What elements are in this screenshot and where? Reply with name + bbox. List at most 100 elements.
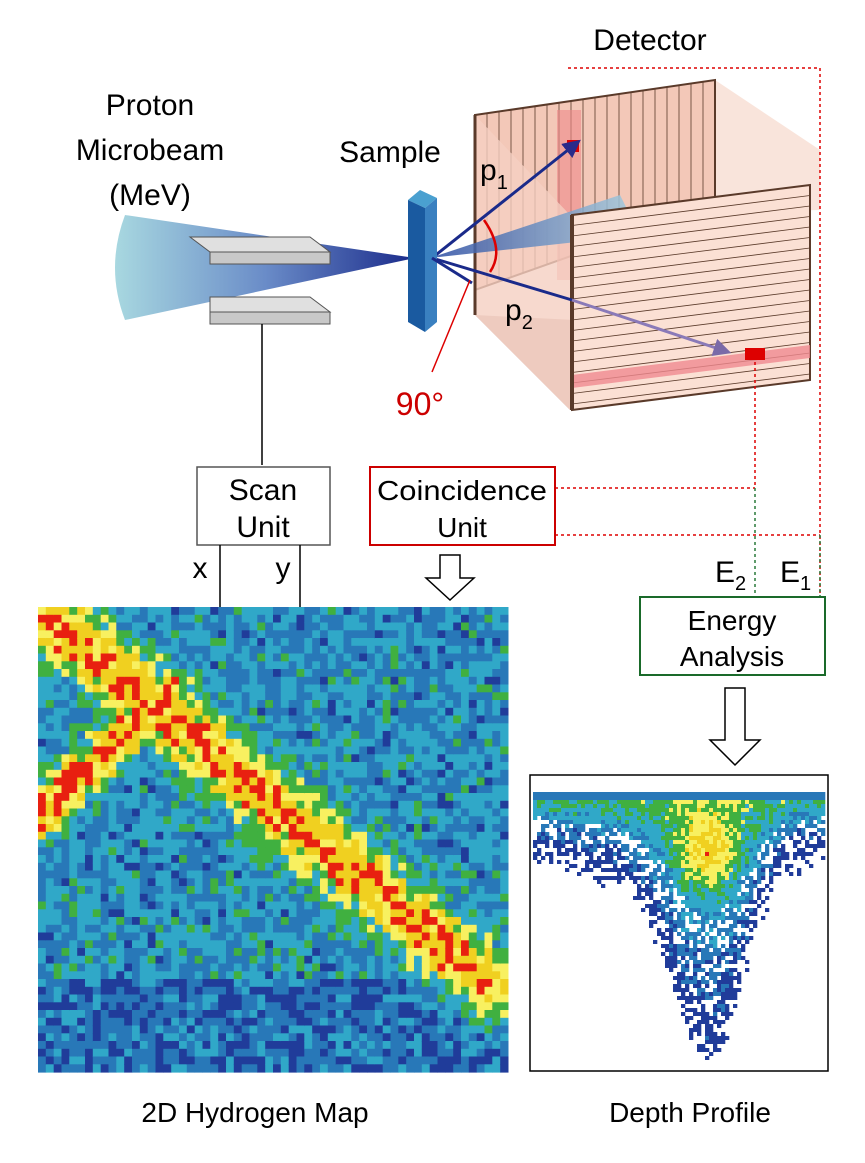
map-pixel (406, 638, 415, 647)
profile-pixel (669, 944, 674, 948)
map-pixel (69, 1017, 78, 1027)
map-pixel (155, 700, 164, 709)
profile-pixel (685, 912, 690, 916)
map-pixel (163, 1056, 172, 1065)
map-pixel (320, 901, 329, 910)
map-pixel (468, 707, 478, 717)
profile-pixel (597, 816, 602, 820)
map-pixel (38, 1056, 47, 1065)
map-pixel (132, 638, 141, 647)
map-pixel (38, 955, 47, 965)
map-pixel (468, 878, 478, 887)
map-pixel (233, 979, 243, 988)
map-pixel (210, 831, 219, 841)
map-pixel (359, 692, 368, 701)
map-pixel (468, 948, 478, 957)
profile-pixel (681, 996, 686, 1000)
profile-pixel (661, 876, 666, 880)
map-pixel (453, 940, 462, 949)
map-pixel (288, 862, 297, 872)
map-pixel (194, 886, 203, 895)
profile-pixel (677, 952, 682, 956)
profile-pixel (697, 1000, 702, 1004)
profile-pixel (697, 1024, 702, 1028)
profile-pixel (581, 868, 586, 872)
map-pixel (296, 870, 305, 879)
map-pixel (500, 738, 509, 748)
map-pixel (257, 700, 266, 709)
profile-pixel (589, 860, 594, 864)
map-pixel (437, 622, 446, 631)
profile-pixel (709, 808, 714, 812)
map-pixel (273, 754, 282, 763)
map-pixel (226, 839, 235, 848)
map-pixel (85, 800, 94, 810)
map-pixel (241, 824, 250, 833)
profile-pixel (705, 948, 710, 952)
map-pixel (226, 638, 235, 647)
map-pixel (468, 769, 478, 779)
map-pixel (421, 1033, 431, 1042)
map-pixel (327, 622, 337, 631)
profile-pixel (613, 804, 618, 808)
map-pixel (500, 917, 509, 926)
profile-pixel (549, 796, 554, 800)
map-pixel (92, 723, 102, 732)
map-pixel (179, 878, 188, 887)
profile-pixel (589, 828, 594, 832)
map-pixel (202, 638, 211, 647)
map-pixel (421, 986, 431, 996)
map-pixel (226, 893, 235, 903)
profile-pixel (677, 976, 682, 980)
map-pixel (116, 924, 125, 934)
map-pixel (233, 824, 243, 833)
map-pixel (265, 986, 274, 996)
map-pixel (108, 762, 117, 771)
profile-pixel (689, 896, 694, 900)
map-pixel (351, 653, 360, 662)
profile-pixel (701, 912, 706, 916)
map-pixel (218, 622, 227, 631)
strip (571, 289, 811, 321)
profile-pixel (597, 808, 602, 812)
map-pixel (343, 886, 352, 895)
map-pixel (398, 630, 407, 639)
map-pixel (202, 785, 211, 794)
map-pixel (38, 661, 47, 670)
map-pixel (147, 769, 156, 779)
map-pixel (45, 762, 55, 771)
scan-unit-label: Scan (229, 474, 297, 507)
map-pixel (359, 622, 368, 631)
map-pixel (437, 994, 446, 1003)
map-pixel (343, 824, 352, 833)
map-pixel (288, 816, 297, 825)
map-pixel (116, 994, 125, 1003)
map-pixel (249, 955, 258, 965)
profile-pixel (689, 856, 694, 860)
map-pixel (132, 839, 141, 848)
p1-sub: 1 (497, 172, 508, 194)
profile-pixel (661, 836, 666, 840)
profile-pixel (545, 824, 550, 828)
profile-pixel (557, 852, 562, 856)
profile-pixel (605, 876, 610, 880)
map-pixel (476, 971, 485, 980)
profile-pixel (701, 916, 706, 920)
map-pixel (382, 948, 391, 957)
map-pixel (38, 979, 47, 988)
hydrogen-map (38, 607, 509, 1073)
map-pixel (69, 723, 78, 732)
map-pixel (343, 1017, 352, 1027)
profile-pixel (581, 804, 586, 808)
map-pixel (468, 676, 478, 686)
map-pixel (304, 932, 313, 941)
profile-pixel (633, 820, 638, 824)
map-pixel (124, 839, 133, 848)
profile-pixel (645, 800, 650, 804)
profile-pixel (693, 840, 698, 844)
map-pixel (367, 940, 376, 949)
map-pixel (186, 979, 196, 988)
map-pixel (367, 886, 376, 895)
profile-pixel (665, 876, 670, 880)
profile-pixel (689, 952, 694, 956)
